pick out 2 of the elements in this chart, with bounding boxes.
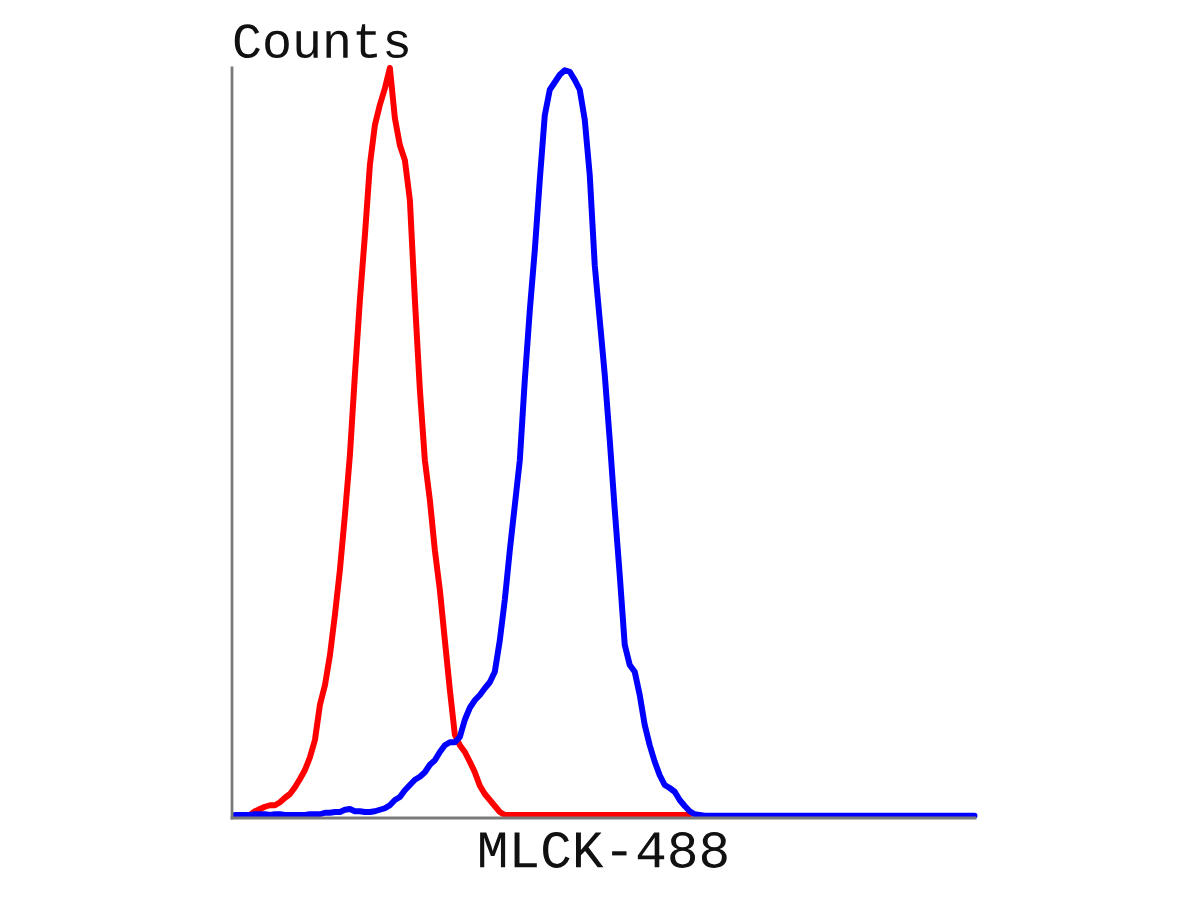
y-axis-title: Counts [234, 24, 408, 59]
x-axis-title: MLCK-488 [480, 832, 727, 868]
